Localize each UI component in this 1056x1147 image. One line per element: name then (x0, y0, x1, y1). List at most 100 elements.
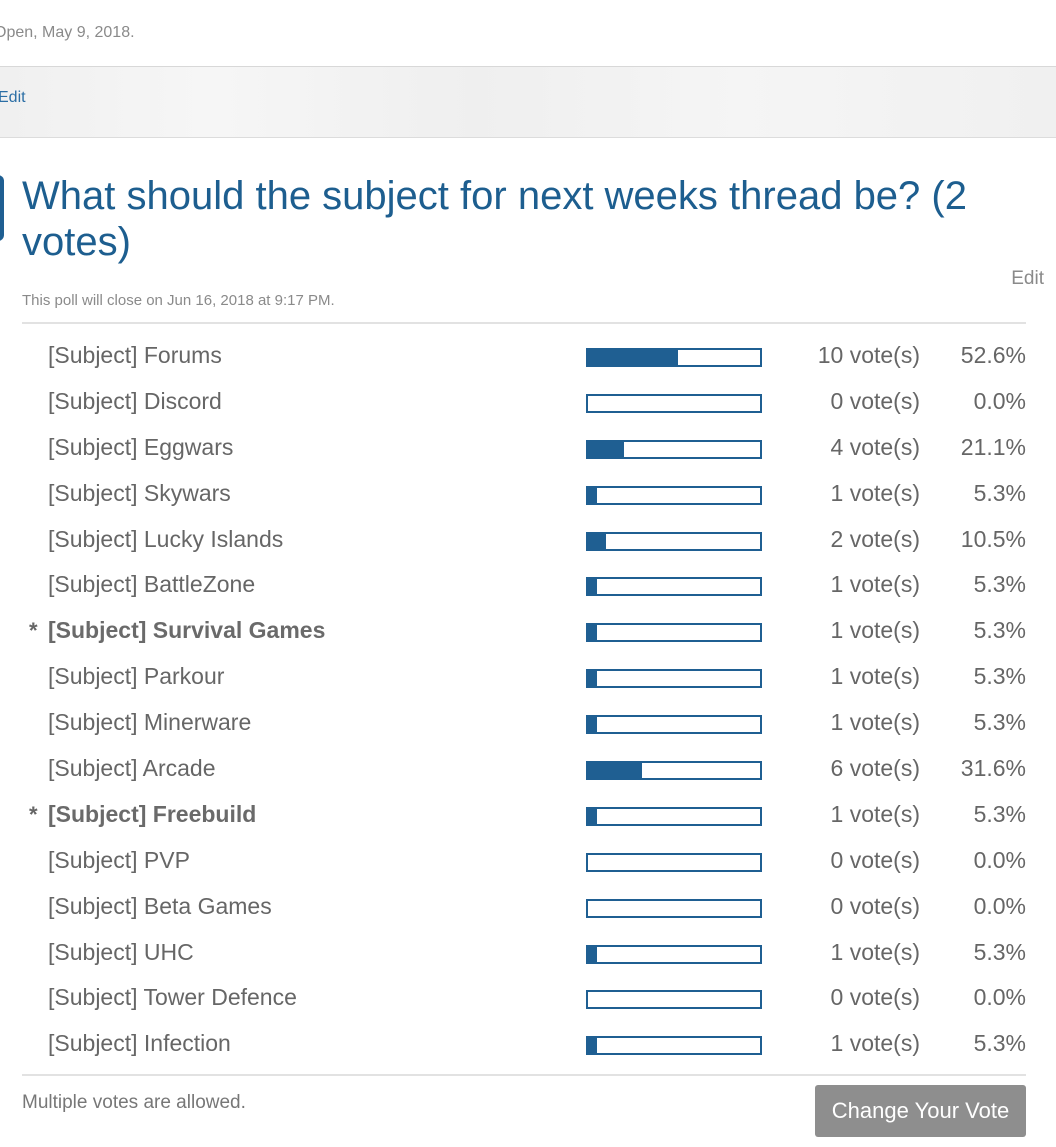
poll-option-bar-fill (588, 946, 598, 962)
poll-option-votes: 1 vote(s) (830, 800, 920, 827)
poll-top-divider (22, 322, 1026, 324)
poll-option-percent: 5.3% (973, 709, 1026, 736)
poll-option-bar-fill (588, 763, 643, 779)
poll-option-bar (586, 485, 762, 505)
poll-option-percent: 0.0% (973, 846, 1026, 873)
poll-option-label: [Subject] Tower Defence (48, 984, 297, 1011)
thread-tools-bar: Edit (0, 67, 1056, 138)
poll-option-bar-fill (588, 717, 598, 733)
poll-option-percent: 5.3% (973, 1030, 1026, 1057)
poll-option-bar-fill (588, 625, 598, 641)
poll-option-row: [Subject] Eggwars 4 vote(s) 21.1% (22, 425, 1026, 471)
poll-option-bar (586, 577, 762, 597)
poll-option-bar-fill (588, 533, 607, 549)
poll-option-bar (586, 348, 762, 367)
poll-option-bar (586, 669, 762, 689)
poll-option-bar (586, 806, 762, 826)
poll-option-row: [Subject] Beta Games 0 vote(s) 0.0% (22, 884, 1026, 930)
poll-accent-tab (0, 175, 4, 241)
poll-option-percent: 0.0% (973, 892, 1026, 919)
poll-option-votes: 1 vote(s) (830, 571, 920, 598)
poll-option-bar (586, 531, 762, 551)
poll-option-label: [Subject] UHC (48, 938, 194, 965)
voted-marker: * (29, 801, 38, 827)
poll-option-label: [Subject] Eggwars (48, 433, 234, 460)
poll-option-bar (586, 898, 762, 918)
poll-option-row: [Subject] Forums 10 vote(s) 52.6% (22, 333, 1026, 379)
poll-option-bar (586, 1036, 762, 1056)
poll-option-bar (586, 715, 762, 735)
poll-option-row: [Subject] Arcade 6 vote(s) 31.6% (22, 746, 1026, 792)
poll-option-percent: 0.0% (973, 984, 1026, 1011)
poll-option-votes: 1 vote(s) (830, 479, 920, 506)
poll-option-percent: 10.5% (960, 525, 1026, 552)
poll-option-label: [Subject] PVP (48, 846, 190, 873)
poll-option-label: [Subject] Beta Games (48, 892, 272, 919)
poll-option-bar (586, 439, 762, 459)
poll-bottom-divider (22, 1074, 1026, 1076)
multiple-votes-note: Multiple votes are allowed. (22, 1092, 246, 1113)
poll-option-percent: 52.6% (960, 342, 1026, 368)
poll-option-votes: 0 vote(s) (830, 846, 920, 873)
thread-info-bar: Open, May 9, 2018. (0, 0, 1056, 67)
poll-option-votes: 1 vote(s) (830, 1030, 920, 1057)
poll-close-note: This poll will close on Jun 16, 2018 at … (22, 292, 335, 309)
thread-open-date: Open, May 9, 2018. (0, 24, 135, 41)
poll-option-label: [Subject] Lucky Islands (48, 525, 284, 552)
poll-option-row: [Subject] UHC 1 vote(s) 5.3% (22, 930, 1026, 976)
poll-option-label: [Subject] Forums (48, 342, 222, 368)
thread-edit-link[interactable]: Edit (0, 89, 26, 106)
poll-option-votes: 1 vote(s) (830, 938, 920, 965)
poll-option-bar-fill (588, 579, 598, 595)
poll-option-label: [Subject] Skywars (48, 479, 231, 506)
poll-option-votes: 10 vote(s) (817, 342, 920, 368)
poll-option-bar-fill (588, 441, 625, 457)
poll-option-row: [Subject] Tower Defence 0 vote(s) 0.0% (22, 975, 1026, 1021)
poll-option-votes: 2 vote(s) (830, 525, 920, 552)
poll-results-list: [Subject] Forums 10 vote(s) 52.6% [Subject]… (22, 333, 1026, 1067)
poll-option-percent: 31.6% (960, 755, 1026, 782)
poll-edit-link[interactable]: Edit (1011, 268, 1044, 289)
poll-option-votes: 0 vote(s) (830, 892, 920, 919)
poll-option-percent: 5.3% (973, 938, 1026, 965)
poll-option-votes: 4 vote(s) (830, 433, 920, 460)
poll-option-percent: 5.3% (973, 571, 1026, 598)
poll-option-percent: 0.0% (973, 387, 1026, 414)
poll-option-percent: 5.3% (973, 617, 1026, 644)
poll-option-label: [Subject] Parkour (48, 663, 225, 690)
poll-option-votes: 0 vote(s) (830, 984, 920, 1011)
poll-option-row: [Subject] Infection 1 vote(s) 5.3% (22, 1021, 1026, 1067)
poll-option-percent: 5.3% (973, 663, 1026, 690)
poll-option-label: [Subject] Arcade (48, 755, 216, 782)
poll-option-bar (586, 623, 762, 643)
poll-option-label: [Subject] BattleZone (48, 571, 256, 598)
poll-option-votes: 6 vote(s) (830, 755, 920, 782)
poll-option-votes: 1 vote(s) (830, 709, 920, 736)
poll-option-votes: 0 vote(s) (830, 387, 920, 414)
poll-option-row: [Subject] Minerware 1 vote(s) 5.3% (22, 700, 1026, 746)
voted-marker: * (29, 618, 38, 644)
poll-option-bar-fill (588, 487, 598, 503)
poll-option-row: [Subject] Skywars 1 vote(s) 5.3% (22, 471, 1026, 517)
poll-option-row: [Subject] Parkour 1 vote(s) 5.3% (22, 654, 1026, 700)
poll-option-bar (586, 761, 762, 781)
poll-option-bar (586, 944, 762, 964)
poll-option-votes: 1 vote(s) (830, 617, 920, 644)
poll-option-percent: 5.3% (973, 479, 1026, 506)
poll-option-votes: 1 vote(s) (830, 663, 920, 690)
poll-option-label: [Subject] Freebuild (48, 800, 257, 827)
poll-title: What should the subject for next weeks t… (22, 174, 967, 264)
change-vote-button[interactable]: Change Your Vote (815, 1085, 1026, 1137)
poll-option-row: * [Subject] Freebuild 1 vote(s) 5.3% (22, 792, 1026, 838)
poll-option-bar (586, 990, 762, 1010)
poll-option-bar (586, 393, 762, 413)
poll-option-row: [Subject] BattleZone 1 vote(s) 5.3% (22, 562, 1026, 608)
poll-option-bar-fill (588, 671, 598, 687)
poll-option-row: [Subject] Discord 0 vote(s) 0.0% (22, 379, 1026, 425)
poll-option-row: [Subject] PVP 0 vote(s) 0.0% (22, 838, 1026, 884)
poll-option-percent: 21.1% (960, 433, 1026, 460)
poll-option-bar-fill (588, 1038, 598, 1054)
poll-option-percent: 5.3% (973, 800, 1026, 827)
poll-option-label: [Subject] Minerware (48, 709, 252, 736)
poll-option-label: [Subject] Survival Games (48, 617, 326, 644)
